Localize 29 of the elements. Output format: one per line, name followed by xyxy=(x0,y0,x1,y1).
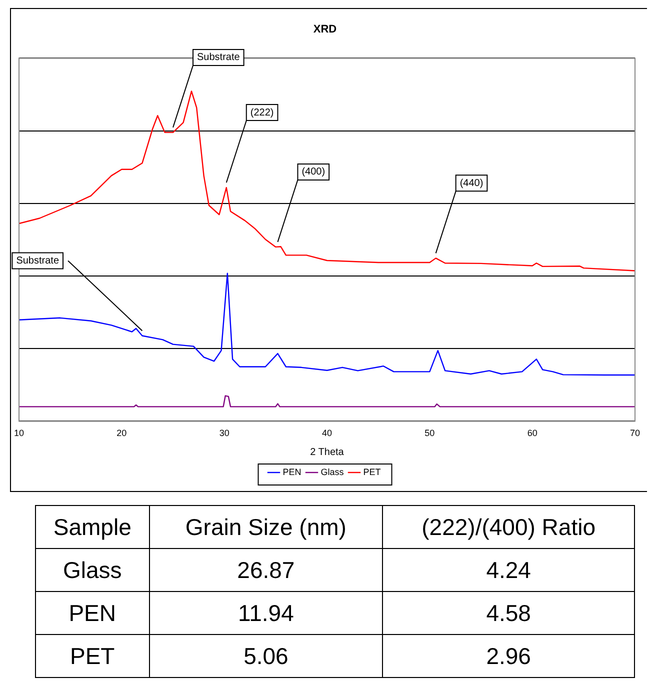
text: PET xyxy=(36,634,150,678)
text: 5.06 xyxy=(149,634,383,678)
text: 4.58 xyxy=(382,592,634,634)
annotation: Substrate xyxy=(16,255,60,266)
legend-label: Glass xyxy=(320,466,344,477)
text: Grain Size (nm) xyxy=(149,506,383,548)
x-tick-label: 70 xyxy=(630,428,640,438)
annotation: (440) xyxy=(460,178,484,189)
chart-title: XRD xyxy=(313,24,337,36)
annotation: (400) xyxy=(302,166,326,178)
x-axis-title: 2 Theta xyxy=(310,446,344,458)
annotation: Substrate xyxy=(197,52,240,64)
x-tick-label: 20 xyxy=(116,428,127,438)
x-tick-label: 60 xyxy=(527,428,538,438)
text: Glass xyxy=(36,548,150,592)
text: (222)/(400) Ratio xyxy=(382,506,634,548)
annotation: (222) xyxy=(250,107,274,118)
text: 11.94 xyxy=(149,592,383,634)
text: 4.24 xyxy=(382,548,634,592)
x-tick-label: 10 xyxy=(14,428,24,438)
legend-label: PET xyxy=(363,466,382,477)
x-tick-label: 40 xyxy=(322,428,332,438)
text: Sample xyxy=(36,506,150,548)
text: 26.87 xyxy=(149,548,383,592)
text: PEN xyxy=(36,592,150,634)
x-tick-label: 30 xyxy=(219,428,230,438)
legend-label: PEN xyxy=(282,466,302,477)
x-tick-label: 50 xyxy=(424,428,435,438)
text: 2.96 xyxy=(382,634,634,678)
